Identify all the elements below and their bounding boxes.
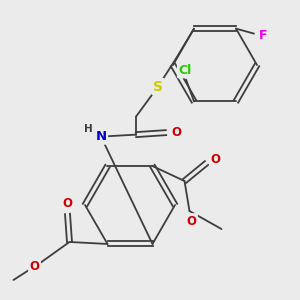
Text: O: O xyxy=(62,197,73,211)
Text: H: H xyxy=(84,124,92,134)
Text: O: O xyxy=(171,126,181,139)
Text: Cl: Cl xyxy=(178,64,192,77)
Text: F: F xyxy=(259,29,267,42)
Text: S: S xyxy=(153,80,163,94)
Text: O: O xyxy=(187,214,196,227)
Text: O: O xyxy=(211,152,220,166)
Text: N: N xyxy=(95,130,106,143)
Text: O: O xyxy=(29,260,40,274)
